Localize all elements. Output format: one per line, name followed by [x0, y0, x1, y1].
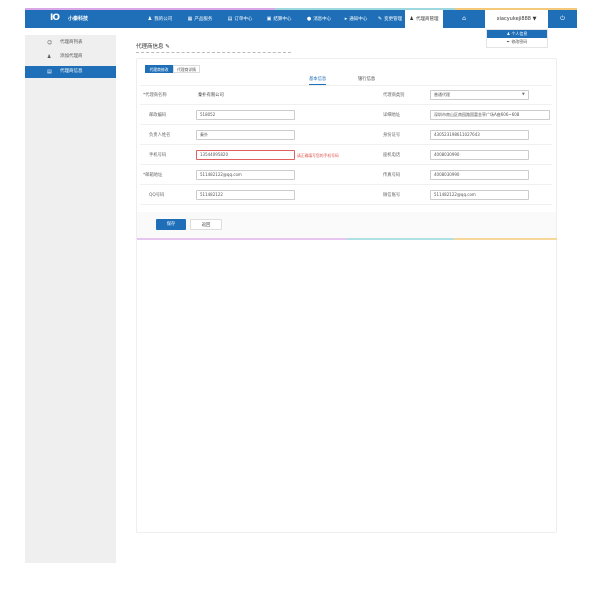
nav-changes[interactable]: ✎ 变更管理: [375, 10, 405, 28]
chat-icon: ●: [306, 16, 312, 22]
page-title-text: 代理商信息: [136, 44, 164, 50]
field-label: 邮政编码: [149, 113, 167, 118]
field-label: 座机电话: [383, 153, 401, 158]
edit-icon: ✎: [377, 16, 383, 22]
document-icon: ▤: [227, 16, 233, 22]
field-label: 传真号码: [383, 173, 401, 178]
field-label: 身份证号: [383, 133, 401, 138]
field-label: 代理商类别: [383, 93, 405, 98]
field-label: 微信账号: [383, 193, 401, 198]
nav-my-company[interactable]: ♟ 我的公司: [140, 10, 180, 28]
menu-item-profile[interactable]: ♟ 个人信息: [487, 30, 547, 38]
back-button[interactable]: 返回: [190, 219, 222, 230]
color-stripe: [25, 8, 275, 10]
power-icon[interactable]: ⏻: [560, 15, 565, 22]
field-input[interactable]: 4008030990: [430, 170, 529, 180]
field-input[interactable]: 13544095820: [196, 150, 295, 160]
nav-orders[interactable]: ▤ 订单中心: [220, 10, 260, 28]
nav-label: 代理商管理: [415, 17, 439, 22]
subtab-bank-info[interactable]: 银行信息: [358, 77, 376, 82]
user-add-icon: ♟: [47, 54, 52, 60]
color-stripe: [137, 238, 347, 240]
users-icon: ☺: [47, 40, 53, 46]
grid-icon: ▦: [187, 16, 193, 22]
calculator-icon: ▣: [266, 16, 272, 22]
menu-item-change-password[interactable]: ✒ 修改密码: [487, 38, 547, 46]
nav-messages[interactable]: ● 消息中心: [299, 10, 339, 28]
color-stripe: [347, 238, 454, 240]
caret-down-icon: ▼: [532, 16, 537, 22]
document-icon: ▤: [47, 69, 52, 75]
field-label: 详细地址: [383, 113, 401, 118]
menu-label: 修改密码: [511, 39, 528, 44]
sidebar-label: 添加代理商: [60, 54, 83, 59]
form-row: [140, 85, 552, 105]
nav-settlement[interactable]: ▣ 结算中心: [259, 10, 299, 28]
field-input[interactable]: 4008030990: [430, 150, 529, 160]
field-input[interactable]: 深圳市南山区南园路国富金亭广场A座606~608: [430, 110, 550, 120]
sidebar-item-add-agent[interactable]: ♟ 添加代理商: [25, 51, 116, 63]
field-label: *代理商名称: [143, 93, 167, 98]
tab-agent-detail[interactable]: 代理商详情: [173, 65, 200, 73]
divider: [140, 85, 552, 86]
field-value: 秦扑有限公司: [198, 93, 224, 98]
nav-agent-management[interactable]: ♟ 代理商管理: [405, 10, 443, 28]
field-input[interactable]: 511482122: [196, 190, 295, 200]
wrench-icon: ✒: [506, 39, 511, 44]
form-row: [140, 125, 552, 145]
title-divider: [136, 52, 291, 53]
logo-icon[interactable]: IO: [50, 13, 60, 23]
nav-label: 变更管理: [384, 17, 403, 22]
sidebar-label: 代理商信息: [60, 69, 83, 74]
nav-label: 通知中心: [349, 17, 368, 22]
color-stripe: [455, 8, 577, 10]
field-input[interactable]: 秦扑: [196, 130, 295, 140]
nav-notices[interactable]: ▸ 通知中心: [337, 10, 375, 28]
megaphone-icon: ▸: [344, 16, 348, 22]
field-label: *邮箱地址: [143, 173, 163, 178]
nav-products[interactable]: ▦ 产品服务: [180, 10, 220, 28]
field-input[interactable]: 511482122@qq.com: [430, 190, 529, 200]
form-row: [140, 105, 552, 125]
menu-label: 个人信息: [511, 31, 528, 36]
edit-icon: ✎: [165, 44, 170, 50]
nav-label: 消息中心: [313, 17, 332, 22]
subtab-basic-info[interactable]: 基本信息: [309, 76, 327, 85]
logo-text: 小秦科技: [68, 16, 89, 22]
field-input[interactable]: 511482122@qq.com: [196, 170, 295, 180]
form-row: [140, 185, 552, 205]
form-row: [140, 145, 552, 165]
sidebar-label: 代理商列表: [60, 40, 83, 45]
sidebar: ☺ 代理商列表 ♟ 添加代理商 ▤ 代理商信息: [25, 35, 116, 563]
user-menu[interactable]: xiacyukeji888 ▼: [485, 10, 548, 28]
field-input[interactable]: 430523198611027643: [430, 130, 529, 140]
sidebar-item-agent-list[interactable]: ☺ 代理商列表: [25, 37, 116, 49]
color-stripe: [454, 238, 557, 240]
sidebar-item-agent-info[interactable]: ▤ 代理商信息: [25, 66, 116, 78]
caret-down-icon: ▼: [522, 92, 525, 96]
field-label: QQ号码: [149, 193, 165, 198]
nav-label: 结算中心: [273, 17, 292, 22]
field-label: 手机号码: [149, 153, 167, 158]
field-label: 负责人姓名: [149, 133, 171, 138]
error-message: 请正确填写您的手机号码: [297, 153, 339, 158]
nav-label: 我的公司: [154, 17, 173, 22]
field-input[interactable]: 518052: [196, 110, 295, 120]
home-icon[interactable]: ⌂: [462, 15, 466, 22]
form-row: [140, 165, 552, 185]
user-dropdown: ♟ 个人信息 ✒ 修改密码: [486, 29, 548, 48]
nav-label: 订单中心: [234, 17, 253, 22]
username: xiacyukeji888: [496, 16, 531, 22]
user-icon: ♟: [147, 16, 153, 22]
tab-agent-edit[interactable]: 代理商修改: [145, 65, 173, 73]
page-title: 代理商信息 ✎: [136, 42, 170, 50]
save-button[interactable]: 保存: [156, 219, 186, 230]
user-icon: ♟: [506, 31, 511, 36]
color-stripe: [275, 8, 455, 10]
category-select[interactable]: 普通代理: [430, 90, 529, 100]
nav-label: 产品服务: [194, 17, 213, 22]
user-icon: ♟: [409, 16, 414, 22]
